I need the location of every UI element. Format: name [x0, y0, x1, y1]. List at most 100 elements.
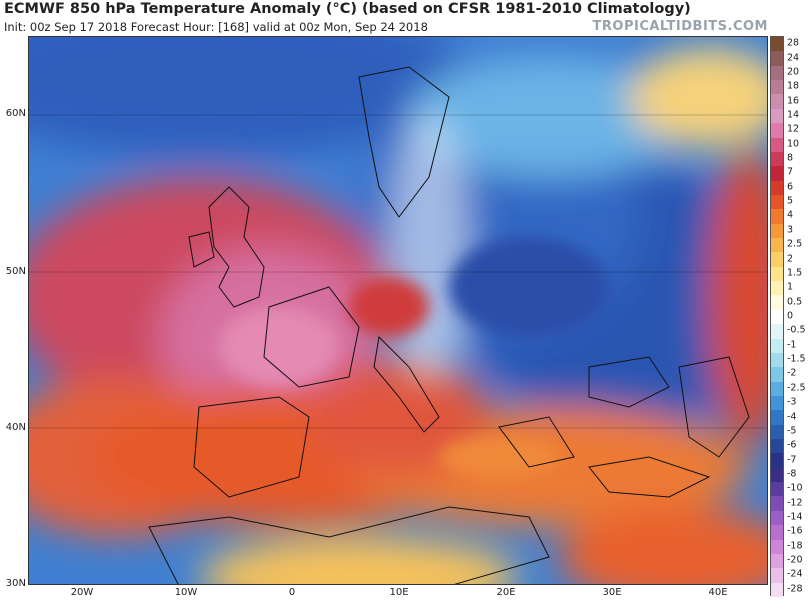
colorbar-swatch: [771, 295, 783, 311]
colorbar-label: -7: [787, 454, 797, 466]
colorbar-swatch: [771, 496, 783, 512]
great-britain-outline: [208, 186, 265, 308]
colorbar-label: -4: [787, 411, 797, 422]
colorbar-swatch: [771, 424, 783, 440]
colorbar-swatch: [771, 309, 783, 325]
france-outline: [263, 286, 360, 388]
lat-label-50n: 50N: [5, 266, 26, 277]
brand-watermark: TROPICALTIDBITS.COM: [592, 19, 768, 34]
colorbar-label: 3: [787, 224, 794, 236]
coastlines: [148, 66, 750, 584]
colorbar-swatch: [771, 568, 783, 584]
colorbar-swatch: [771, 281, 783, 296]
colorbar-swatch: [771, 123, 783, 138]
lat-label-60n: 60N: [5, 108, 26, 119]
colorbar-label: -12: [787, 497, 803, 509]
ireland-outline: [188, 231, 215, 268]
map-svg: [29, 37, 767, 584]
colorbar-label: -6: [787, 439, 797, 451]
colorbar-swatch: [771, 266, 783, 282]
anomaly-map: [28, 36, 768, 585]
colorbar-swatch: [771, 582, 783, 598]
colorbar-swatch: [771, 395, 783, 411]
colorbar-swatch: [771, 510, 783, 526]
colorbar-label: 20: [787, 66, 800, 78]
colorbar-label: -5: [787, 425, 797, 437]
lon-label-20e: 20E: [496, 587, 516, 598]
colorbar-swatch: [771, 553, 783, 569]
colorbar-label: 5: [787, 195, 794, 207]
colorbar-label: -8: [787, 468, 797, 480]
colorbar-label: -14: [787, 511, 803, 523]
italy-outline: [373, 335, 440, 433]
colorbar-label: -1.5: [787, 353, 806, 365]
turkey-outline: [588, 456, 711, 498]
colorbar-label: 7: [787, 166, 794, 178]
colorbar-label: -0.5: [787, 324, 806, 336]
colorbar: [770, 36, 784, 598]
colorbar-label: 28: [787, 37, 800, 49]
colorbar-label: 18: [787, 80, 800, 92]
colorbar-label: 6: [787, 181, 794, 193]
colorbar-label: -10: [787, 482, 803, 494]
graticule: [29, 114, 767, 429]
colorbar-label: 2: [787, 253, 794, 265]
colorbar-swatch: [771, 367, 783, 383]
greece-outline: [498, 416, 575, 468]
map-title: ECMWF 850 hPa Temperature Anomaly (°C) (…: [4, 1, 691, 17]
colorbar-swatch: [771, 338, 783, 354]
map-subtitle: Init: 00z Sep 17 2018 Forecast Hour: [16…: [4, 20, 428, 34]
colorbar-label: 14: [787, 109, 800, 121]
lon-label-30e: 30E: [602, 587, 622, 598]
lon-label-0: 0: [288, 587, 296, 598]
anomaly-field: [29, 37, 767, 584]
colorbar-swatch: [771, 94, 783, 110]
north-africa-outline: [148, 506, 550, 584]
black-sea-outline: [588, 356, 670, 408]
colorbar-swatch: [771, 80, 783, 95]
lon-label-10w: 10W: [174, 587, 198, 598]
colorbar-swatch: [771, 539, 783, 555]
colorbar-swatch: [771, 65, 783, 81]
colorbar-swatch: [771, 482, 783, 497]
colorbar-label: -2: [787, 367, 797, 379]
colorbar-label: 4: [787, 209, 794, 221]
colorbar-swatch: [771, 238, 783, 253]
lon-label-10e: 10E: [389, 587, 409, 598]
colorbar-swatch: [771, 525, 783, 541]
colorbar-label: 24: [787, 52, 800, 64]
colorbar-swatch: [771, 467, 783, 483]
colorbar-swatch: [771, 453, 783, 469]
lat-label-40n: 40N: [5, 422, 26, 433]
colorbar-label: 16: [787, 95, 800, 107]
colorbar-swatch: [771, 166, 783, 182]
scandinavia-outline: [358, 66, 450, 218]
colorbar-label: 0.5: [787, 296, 803, 308]
colorbar-swatch: [771, 151, 783, 167]
colorbar-swatch: [771, 223, 783, 239]
colorbar-swatch: [771, 410, 783, 426]
colorbar-label: 10: [787, 138, 800, 150]
anomaly-detail: [219, 237, 609, 477]
colorbar-label: 12: [787, 123, 800, 135]
colorbar-swatch: [771, 180, 783, 196]
iberia-outline: [193, 396, 310, 498]
colorbar-swatch: [771, 194, 783, 210]
colorbar-swatch: [771, 252, 783, 268]
colorbar-label: 1.5: [787, 267, 803, 279]
colorbar-swatch: [771, 51, 783, 67]
colorbar-swatch: [771, 137, 783, 153]
lat-label-30n: 30N: [5, 578, 26, 589]
colorbar-swatch: [771, 324, 783, 340]
colorbar-swatch: [771, 381, 783, 397]
colorbar-label: -2.5: [787, 382, 806, 394]
colorbar-label: -3: [787, 396, 797, 408]
colorbar-label: 8: [787, 152, 794, 164]
colorbar-label: 1: [787, 281, 794, 293]
colorbar-label: -20: [787, 554, 803, 566]
colorbar-swatch: [771, 439, 783, 454]
colorbar-swatch: [771, 108, 783, 124]
colorbar-label: -24: [787, 568, 803, 580]
colorbar-swatch: [771, 352, 783, 368]
colorbar-swatch: [771, 37, 783, 52]
